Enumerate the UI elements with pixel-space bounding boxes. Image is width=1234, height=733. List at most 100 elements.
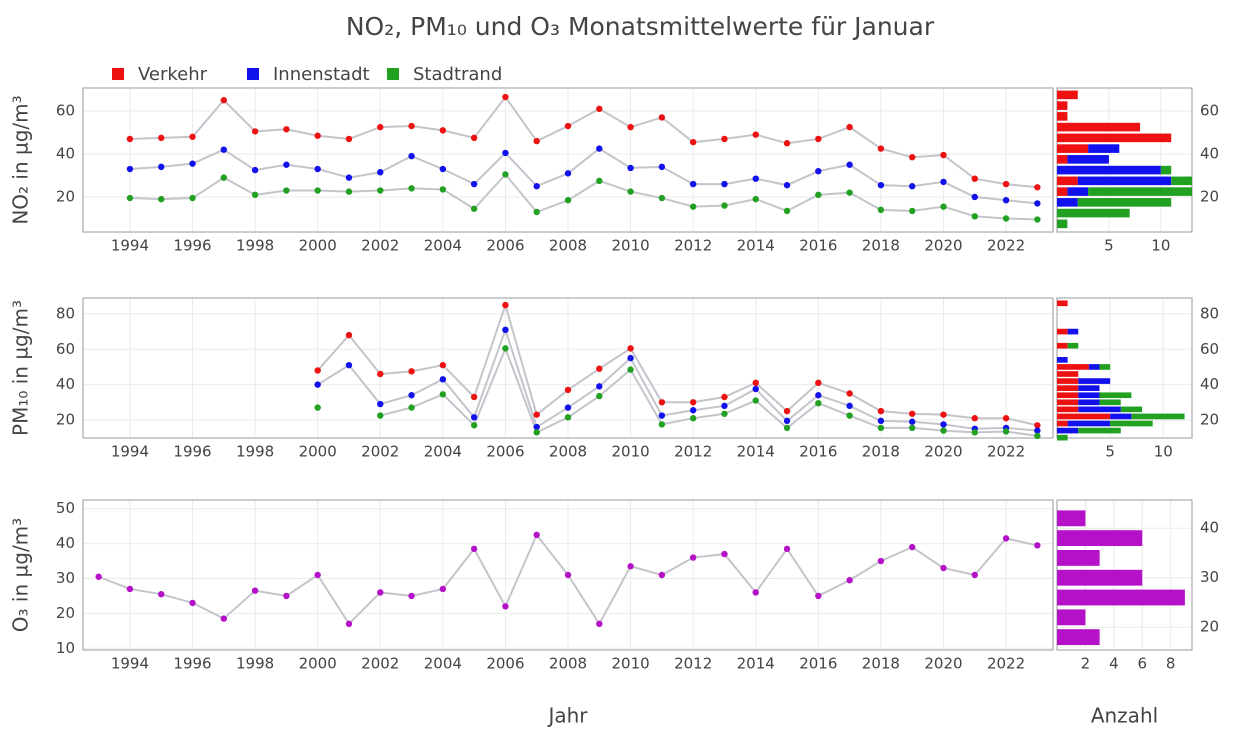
data-point bbox=[470, 422, 478, 429]
histogram-bar bbox=[1057, 364, 1089, 370]
x-tick-label: 2000 bbox=[299, 443, 337, 461]
data-point bbox=[158, 134, 165, 142]
histogram-bar bbox=[1057, 198, 1078, 207]
data-point bbox=[1034, 216, 1041, 223]
histogram-bar bbox=[1057, 385, 1079, 391]
data-point bbox=[189, 160, 196, 167]
data-point bbox=[940, 427, 947, 434]
data-point bbox=[971, 193, 978, 201]
data-point bbox=[126, 165, 134, 173]
data-point bbox=[940, 564, 947, 572]
plot-frame bbox=[82, 297, 1054, 439]
data-point bbox=[1002, 196, 1010, 204]
data-point bbox=[752, 175, 759, 182]
data-point bbox=[596, 105, 603, 113]
data-point bbox=[314, 367, 321, 374]
x-tick-label: 2006 bbox=[486, 655, 524, 673]
data-point bbox=[1002, 215, 1010, 222]
data-point bbox=[877, 424, 885, 432]
data-point bbox=[533, 183, 540, 190]
data-point bbox=[783, 424, 791, 432]
y-tick-label: 40 bbox=[56, 375, 75, 393]
y-axis-label: PM₁₀ in µg/m³ bbox=[9, 300, 33, 436]
data-point bbox=[877, 206, 885, 214]
data-point bbox=[940, 421, 947, 428]
data-point bbox=[251, 587, 259, 594]
x-tick-label: 2008 bbox=[549, 237, 587, 255]
histogram-bar bbox=[1078, 392, 1100, 399]
data-point bbox=[940, 178, 947, 186]
histogram-bar bbox=[1078, 399, 1100, 406]
data-point bbox=[439, 165, 447, 173]
data-point bbox=[126, 194, 134, 202]
data-point bbox=[752, 589, 759, 596]
x-tick-label: 2010 bbox=[611, 237, 649, 255]
data-point bbox=[596, 392, 603, 400]
x-tick-label: 2 bbox=[1081, 655, 1091, 673]
y-tick-label: 20 bbox=[1200, 187, 1219, 205]
x-tick-label: 2020 bbox=[924, 655, 962, 673]
data-point bbox=[689, 138, 697, 146]
y-tick-label: 20 bbox=[56, 410, 75, 428]
x-tick-label: 2004 bbox=[424, 443, 462, 461]
data-point bbox=[971, 415, 978, 422]
histogram-bar bbox=[1099, 364, 1111, 370]
x-tick-label: 2020 bbox=[924, 443, 962, 461]
x-tick-label: 2008 bbox=[549, 655, 587, 673]
data-point bbox=[877, 407, 885, 415]
data-point bbox=[721, 135, 728, 143]
x-axis-label: Anzahl bbox=[1091, 704, 1158, 728]
data-point bbox=[251, 166, 259, 174]
x-tick-label: 1996 bbox=[173, 237, 211, 255]
data-point bbox=[502, 149, 509, 157]
chart-title: NO₂, PM₁₀ und O₃ Monatsmittelwerte für J… bbox=[346, 12, 935, 41]
histogram-bar bbox=[1057, 371, 1079, 377]
y-tick-label: 80 bbox=[56, 304, 75, 322]
x-tick-label: 2004 bbox=[424, 237, 462, 255]
data-point bbox=[408, 152, 415, 160]
data-point bbox=[1002, 415, 1010, 422]
data-point bbox=[721, 202, 728, 209]
data-point bbox=[126, 585, 134, 593]
x-tick-label: 2010 bbox=[611, 443, 649, 461]
data-point bbox=[783, 140, 791, 147]
histogram-bar bbox=[1088, 187, 1192, 196]
x-tick-label: 2020 bbox=[924, 237, 962, 255]
y-tick-label: 20 bbox=[1200, 410, 1219, 428]
y-tick-label: 60 bbox=[1200, 101, 1219, 119]
data-point bbox=[408, 392, 415, 399]
data-point bbox=[314, 187, 321, 194]
data-point bbox=[470, 393, 478, 401]
histogram-bar bbox=[1057, 122, 1141, 132]
x-tick-label: 2002 bbox=[361, 237, 399, 255]
histogram-bar bbox=[1057, 176, 1078, 186]
data-point bbox=[815, 135, 822, 143]
data-point bbox=[846, 123, 853, 131]
histogram-bar bbox=[1057, 569, 1143, 586]
histogram-bar bbox=[1057, 427, 1079, 434]
data-point bbox=[314, 571, 321, 579]
data-point bbox=[658, 421, 666, 428]
data-point bbox=[314, 404, 321, 411]
series-line bbox=[380, 345, 1038, 437]
data-point bbox=[846, 189, 853, 196]
histogram-bar bbox=[1088, 144, 1120, 153]
data-point bbox=[345, 174, 353, 181]
data-point bbox=[783, 407, 791, 415]
data-point bbox=[502, 171, 509, 178]
data-point bbox=[95, 573, 102, 580]
x-tick-label: 2000 bbox=[299, 655, 337, 673]
data-point bbox=[533, 137, 540, 145]
data-point bbox=[658, 571, 666, 579]
y-tick-label: 20 bbox=[56, 604, 75, 622]
x-tick-label: 2002 bbox=[361, 655, 399, 673]
histogram-bar bbox=[1057, 208, 1130, 218]
data-point bbox=[721, 402, 728, 410]
data-point bbox=[815, 392, 822, 399]
data-point bbox=[627, 563, 634, 570]
data-point bbox=[596, 383, 603, 390]
x-tick-label: 2018 bbox=[862, 655, 900, 673]
y-tick-label: 20 bbox=[56, 187, 75, 205]
data-point bbox=[439, 585, 447, 593]
data-point bbox=[1002, 428, 1010, 435]
